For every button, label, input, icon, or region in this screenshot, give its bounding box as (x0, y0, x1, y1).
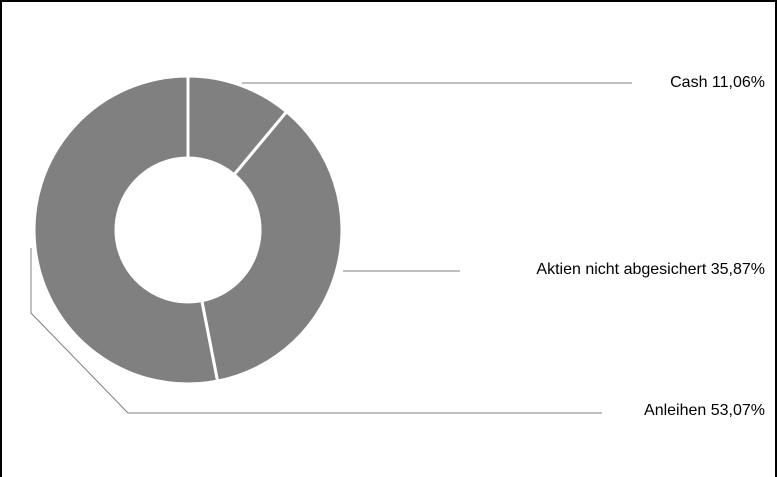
slice-anleihen (32, 74, 220, 386)
leader-line-anleihen (30, 248, 602, 414)
slice-labels: Cash 11,06% Aktien nicht abgesichert 35,… (536, 74, 765, 419)
donut-slices (32, 74, 344, 386)
label-cash: Cash 11,06% (670, 74, 765, 91)
slice-aktien-nicht-abgesichert (200, 109, 344, 383)
leader-lines (30, 82, 632, 414)
label-aktien-nicht-abgesichert: Aktien nicht abgesichert 35,87% (536, 261, 765, 278)
label-anleihen: Anleihen 53,07% (644, 402, 765, 419)
